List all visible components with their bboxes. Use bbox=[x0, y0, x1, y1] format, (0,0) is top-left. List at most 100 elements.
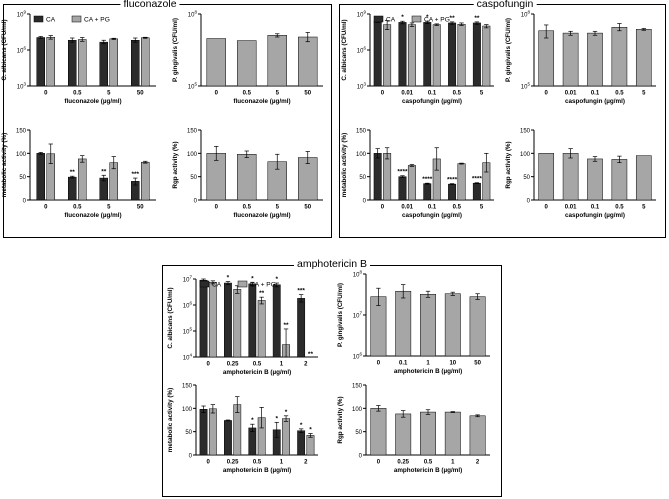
significance-mark: * bbox=[275, 276, 278, 283]
y-tick-label: 50 bbox=[355, 430, 362, 436]
y-tick-label: 105 bbox=[183, 327, 193, 336]
bar bbox=[297, 298, 306, 358]
x-axis-label: amphotericin B (µg/ml) bbox=[223, 467, 291, 474]
bar bbox=[68, 39, 77, 87]
y-tick-label: 150 bbox=[356, 129, 367, 135]
x-tick-label: 5 bbox=[276, 205, 280, 211]
legend-swatch bbox=[199, 280, 210, 288]
bar bbox=[444, 293, 461, 357]
significance-mark: *** bbox=[297, 288, 305, 295]
legend-label: CA + PG bbox=[250, 282, 276, 289]
bar bbox=[141, 161, 150, 201]
bar bbox=[398, 176, 407, 201]
y-axis-label: Rgp activity (%) bbox=[337, 396, 344, 443]
x-axis-label: caspofungin (µg/ml) bbox=[402, 98, 462, 105]
x-tick-label: 5 bbox=[107, 205, 111, 211]
x-axis-label: caspofungin (µg/ml) bbox=[402, 212, 462, 219]
plot-area: 105 108 P. gingivalis (CFU/ml) caspofungin … bbox=[505, 10, 656, 105]
chart-4: 103 106 109 C. albicans (CFU/ml) caspofungin… bbox=[341, 10, 494, 105]
plot-area: 0 50 100 150 metabolic activity (%) amphoteri… bbox=[167, 384, 318, 474]
legend-label: CA + PG bbox=[424, 17, 450, 24]
x-tick-label: 0.5 bbox=[243, 205, 252, 211]
bar bbox=[298, 36, 318, 87]
bar bbox=[199, 409, 208, 456]
x-tick-label: 50 bbox=[304, 205, 311, 211]
x-tick-label: 5 bbox=[276, 91, 280, 97]
bar bbox=[373, 20, 382, 87]
y-tick-label: 50 bbox=[190, 175, 197, 181]
x-tick-label: 5 bbox=[107, 91, 111, 97]
plot-area: 104 105 106 107 C. albicans (CFU/ml) amphoter… bbox=[167, 275, 318, 376]
x-tick-label: 0 bbox=[381, 205, 385, 211]
y-axis-label: metabolic activity (%) bbox=[1, 133, 8, 197]
y-axis-label: P. gingivalis (CFU/ml) bbox=[337, 283, 344, 347]
bar bbox=[472, 182, 481, 201]
y-axis-label: metabolic activity (%) bbox=[341, 133, 348, 197]
legend-swatch bbox=[237, 280, 248, 288]
significance-mark: ** bbox=[450, 15, 456, 22]
y-tick-label: 50 bbox=[523, 175, 530, 181]
chart-9: 106 107 108 P. gingivalis (CFU/ml) amphoteri… bbox=[337, 270, 490, 375]
y-axis-label: metabolic activity (%) bbox=[167, 388, 174, 452]
legend: CA CA + PG bbox=[33, 15, 110, 24]
y-axis-label: C. albicans (CFU/ml) bbox=[167, 287, 174, 348]
chart-8: 104 105 106 107 C. albicans (CFU/ml) amphoter… bbox=[167, 275, 318, 376]
significance-mark: * bbox=[426, 14, 429, 21]
x-tick-label: 1 bbox=[280, 460, 284, 466]
bar bbox=[395, 290, 412, 357]
y-tick-label: 107 bbox=[353, 311, 363, 320]
y-tick-label: 106 bbox=[183, 301, 193, 310]
legend-label: CA bbox=[212, 282, 222, 289]
significance-mark: * bbox=[275, 415, 278, 422]
significance-mark: ** bbox=[474, 15, 480, 22]
significance-mark: ** bbox=[70, 169, 76, 176]
bar bbox=[407, 24, 416, 87]
x-tick-label: 1 bbox=[451, 460, 455, 466]
x-tick-label: 0.5 bbox=[615, 91, 624, 97]
y-axis-label: P. gingivalis (CFU/ml) bbox=[172, 18, 179, 82]
legend-label: CA bbox=[46, 17, 56, 24]
x-tick-label: 0 bbox=[215, 91, 219, 97]
significance-mark: * bbox=[251, 417, 254, 424]
y-tick-label: 50 bbox=[185, 430, 192, 436]
x-tick-label: 0 bbox=[381, 91, 385, 97]
y-tick-label: 0 bbox=[527, 199, 531, 205]
y-tick-label: 100 bbox=[187, 152, 198, 158]
fluconazole-panel-title: fluconazole bbox=[120, 0, 180, 10]
significance-mark: * bbox=[309, 427, 312, 434]
x-tick-label: 0.01 bbox=[401, 91, 413, 97]
plot-area: 106 107 108 P. gingivalis (CFU/ml) amphoteri… bbox=[337, 270, 490, 375]
x-tick-label: 0.1 bbox=[591, 205, 600, 211]
bar bbox=[99, 177, 108, 201]
x-tick-label: 1 bbox=[280, 362, 284, 368]
bar bbox=[68, 176, 77, 201]
y-tick-label: 150 bbox=[187, 129, 198, 135]
x-tick-label: 50 bbox=[137, 205, 144, 211]
bar bbox=[635, 155, 652, 201]
x-tick-label: 0.01 bbox=[565, 205, 577, 211]
bar bbox=[635, 29, 652, 87]
legend-swatch bbox=[71, 15, 82, 23]
x-tick-label: 5 bbox=[642, 91, 646, 97]
significance-mark: **** bbox=[397, 169, 408, 176]
bar bbox=[370, 408, 387, 456]
y-tick-label: 108 bbox=[353, 270, 363, 279]
significance-mark: ** bbox=[259, 290, 265, 297]
legend-swatch bbox=[373, 15, 384, 23]
bar bbox=[482, 25, 491, 87]
y-tick-label: 109 bbox=[357, 10, 367, 19]
y-tick-label: 107 bbox=[183, 275, 193, 284]
x-tick-label: 0.25 bbox=[227, 362, 239, 368]
y-tick-label: 105 bbox=[188, 82, 198, 91]
x-tick-label: 0.5 bbox=[253, 362, 262, 368]
bar bbox=[469, 296, 486, 357]
bar bbox=[78, 158, 87, 201]
chart-11: 0 50 100 150 Rgp activity (%) amphotericin B … bbox=[337, 384, 490, 474]
y-tick-label: 150 bbox=[16, 129, 27, 135]
chart-10: 0 50 100 150 metabolic activity (%) amphoteri… bbox=[167, 384, 318, 474]
y-tick-label: 106 bbox=[357, 46, 367, 55]
